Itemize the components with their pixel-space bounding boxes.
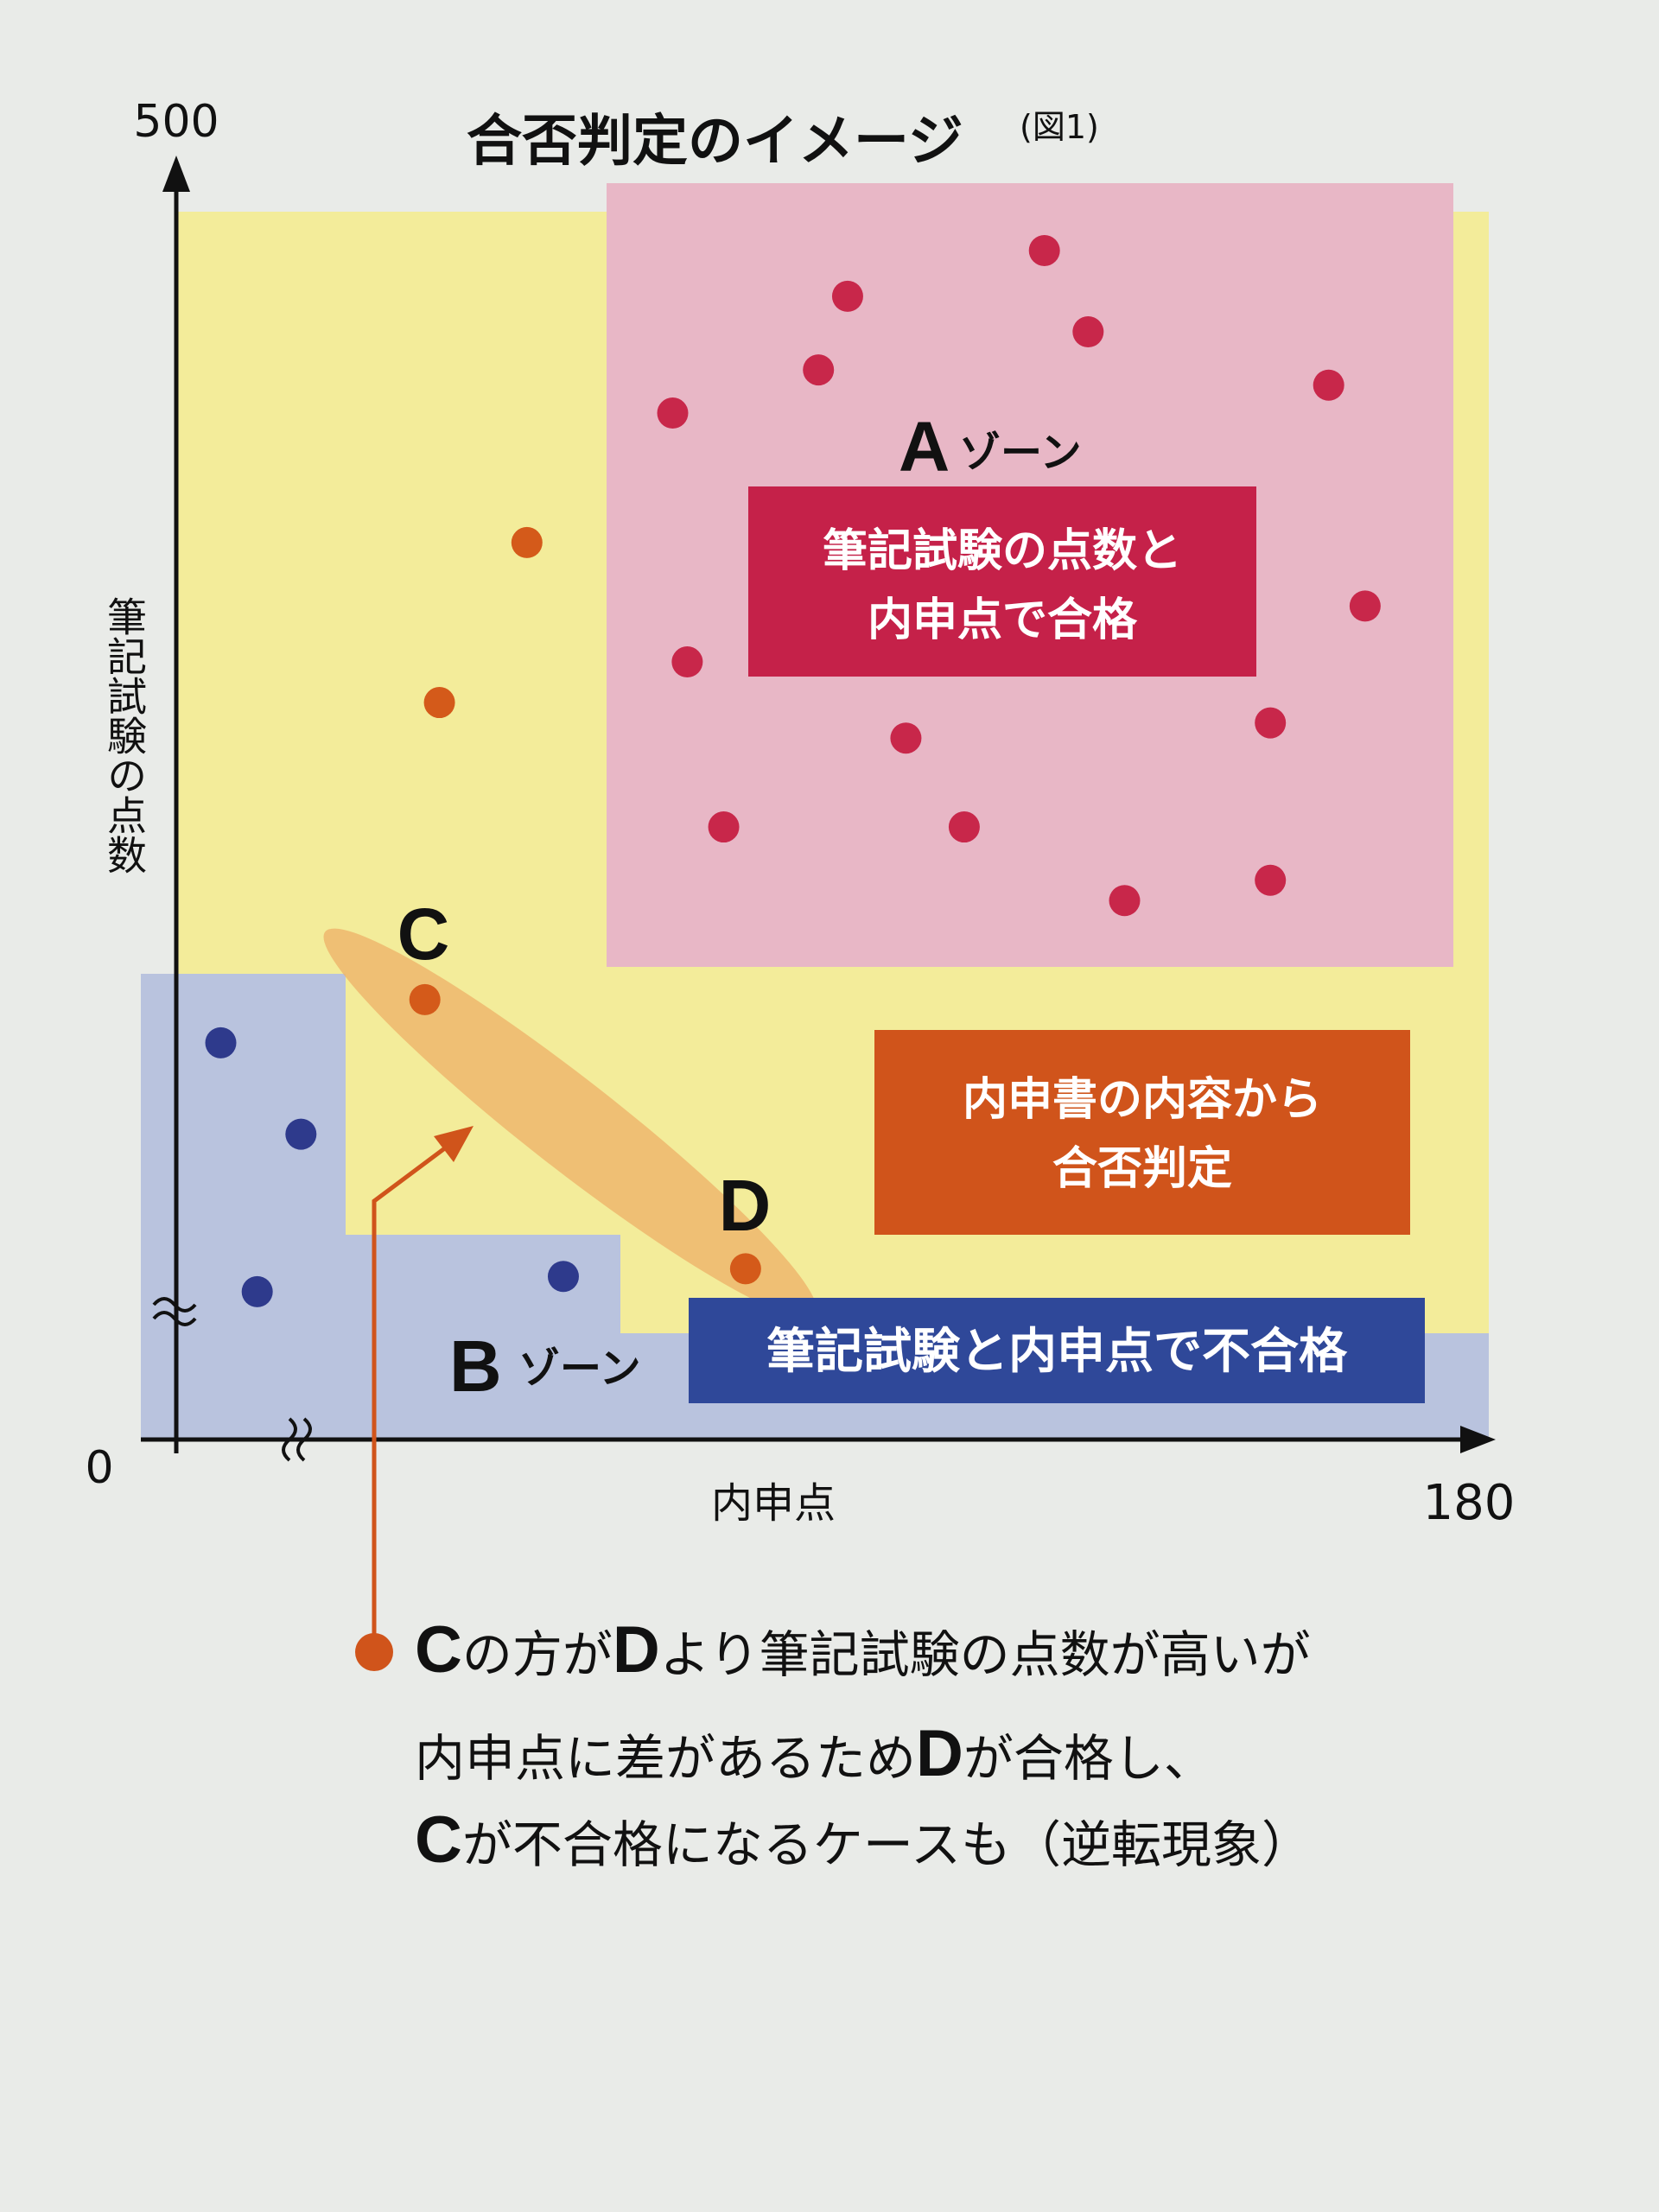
point-a-zone-10 xyxy=(708,811,740,843)
b-zone-box xyxy=(689,1298,1425,1403)
x-axis-arrow-icon xyxy=(1460,1426,1496,1453)
point-label-c: C xyxy=(397,893,450,975)
point-a-zone-2 xyxy=(1072,316,1104,347)
point-a-zone-6 xyxy=(1349,590,1381,622)
scatter-points xyxy=(205,234,1381,1307)
a-zone-suffix: ゾーン xyxy=(959,430,1082,476)
point-a-zone-9 xyxy=(890,722,922,754)
y-tick-500: 500 xyxy=(133,96,219,148)
middle-zone-box-line1: 内申書の内容から xyxy=(963,1074,1322,1126)
callout-arrow-head-icon xyxy=(434,1126,474,1162)
y-axis-label: 筆記試験の点数 xyxy=(101,596,148,874)
callout-arrow-line xyxy=(372,1142,451,1650)
point-middle-zone-3 xyxy=(729,1253,761,1285)
note-line-2: 内申点に差があるためDが合格し、 xyxy=(415,1717,1214,1790)
point-a-zone-5 xyxy=(657,397,689,429)
point-middle-zone-1 xyxy=(423,687,455,719)
point-b-zone-1 xyxy=(285,1118,317,1150)
point-label-d: D xyxy=(719,1165,772,1246)
middle-zone-box xyxy=(874,1030,1410,1235)
point-a-zone-4 xyxy=(1313,369,1344,401)
note-segment: より筆記試験の点数が高いが xyxy=(660,1625,1311,1684)
b-zone-suffix: ゾーン xyxy=(518,1346,641,1392)
a-zone-box xyxy=(748,486,1256,677)
point-a-zone-13 xyxy=(1109,885,1141,917)
x-tick-180: 180 xyxy=(1423,1475,1516,1531)
middle-zone-box-line2: 合否判定 xyxy=(1052,1143,1232,1195)
point-middle-zone-2 xyxy=(409,983,441,1015)
point-a-zone-12 xyxy=(1255,864,1287,896)
note-segment: C xyxy=(415,1803,462,1877)
note-segment: 内申点に差があるため xyxy=(415,1729,916,1788)
note-segment: D xyxy=(613,1613,660,1687)
note-segment: D xyxy=(916,1717,963,1790)
callout-bullet-icon xyxy=(355,1633,393,1671)
point-middle-zone-0 xyxy=(511,526,543,558)
a-zone-box-line1: 筆記試験の点数と xyxy=(823,525,1182,577)
figure-title: 合否判定のイメージ xyxy=(467,110,963,172)
point-a-zone-3 xyxy=(803,354,835,386)
x-axis-label: 内申点 xyxy=(711,1479,836,1528)
point-a-zone-11 xyxy=(948,811,980,843)
note-segment: が不合格になるケースも（逆転現象） xyxy=(462,1815,1312,1874)
point-a-zone-7 xyxy=(671,646,703,678)
x-axis-break-icon xyxy=(282,1417,312,1462)
c-d-highlight-ellipse xyxy=(323,928,817,1319)
note-segment: C xyxy=(415,1613,462,1687)
a-zone-letter: A xyxy=(899,408,950,486)
x-tick-0: 0 xyxy=(85,1442,113,1494)
b-zone-area xyxy=(141,974,1489,1440)
y-axis-arrow-icon xyxy=(162,156,190,192)
note-segment: が合格し、 xyxy=(963,1729,1214,1788)
a-zone-box-line2: 内申点で合格 xyxy=(868,594,1138,646)
note-segment: の方が xyxy=(462,1625,613,1684)
point-b-zone-3 xyxy=(547,1261,579,1293)
point-a-zone-0 xyxy=(1028,234,1060,266)
point-a-zone-1 xyxy=(831,280,863,312)
figure-ref: (図1) xyxy=(1020,108,1099,146)
note-line-3: Cが不合格になるケースも（逆転現象） xyxy=(415,1803,1312,1877)
b-zone-letter: B xyxy=(449,1325,502,1407)
point-b-zone-0 xyxy=(205,1027,237,1058)
point-a-zone-8 xyxy=(1255,707,1287,739)
note-line-1: Cの方がDより筆記試験の点数が高いが xyxy=(415,1613,1311,1687)
y-axis-break-icon xyxy=(152,1297,197,1326)
point-b-zone-2 xyxy=(241,1275,273,1307)
b-zone-box-text: 筆記試験と内申点で不合格 xyxy=(766,1324,1348,1380)
